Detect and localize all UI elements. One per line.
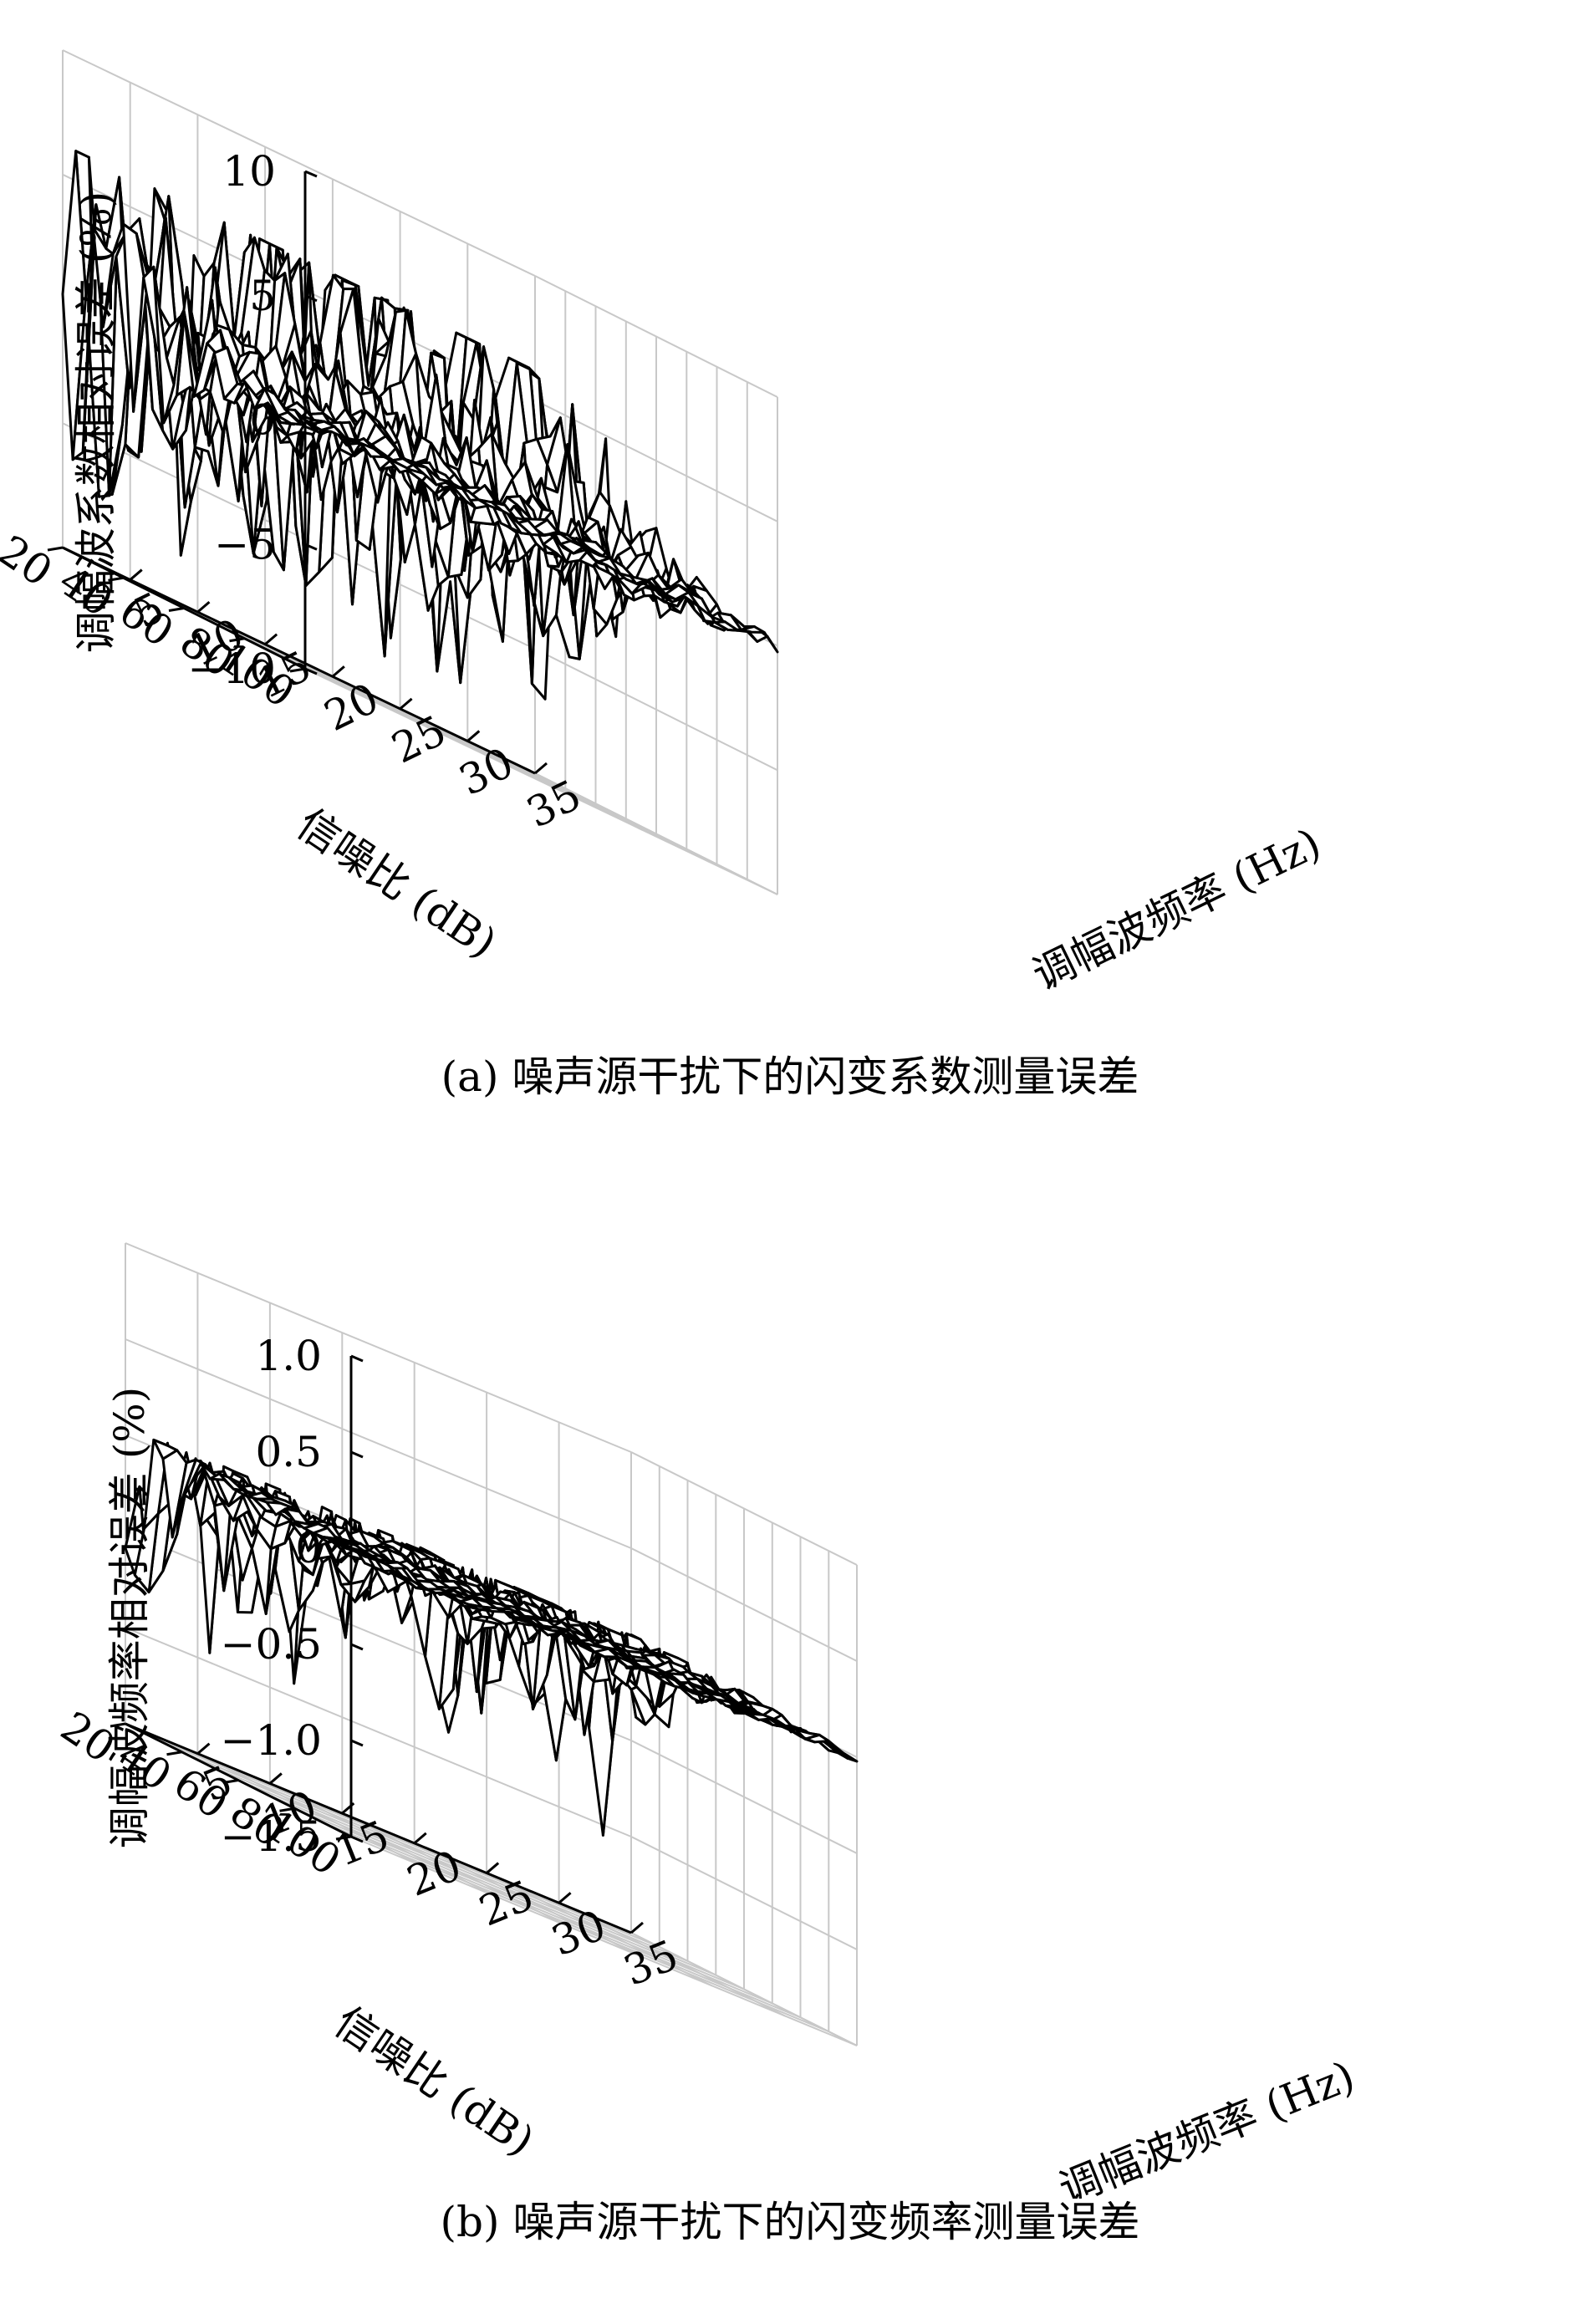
y-tick-mark [166, 1751, 182, 1756]
z-tick-label: 0 [295, 1524, 322, 1572]
floor-grid-line [294, 1807, 801, 2019]
z-tick-mark [304, 294, 318, 303]
x-axis-title: 调幅波频率 (Hz) [1052, 2051, 1361, 2199]
x-tick-mark [264, 633, 278, 645]
z-tick-label: −1.0 [221, 1716, 322, 1765]
panel-b: 1.0 0.5 0 −0.5 −1.0 −1.5 100 80 60 40 20 5 10 15 20 25 3… [0, 1162, 1580, 2324]
x-tick-mark [466, 730, 481, 742]
x-tick-label: 25 [385, 706, 454, 773]
floor-grid-line [322, 1822, 829, 2033]
floor-grid-line [304, 668, 778, 895]
x-tick-label: 30 [452, 738, 522, 805]
wall-grid-line [534, 648, 778, 772]
y-tick-mark [229, 637, 245, 643]
z-tick-mark [350, 1739, 364, 1747]
z-tick-mark [350, 1835, 364, 1843]
floor-grid-line [153, 1736, 660, 1948]
surface-cell [293, 409, 320, 434]
x-tick-mark [331, 665, 345, 678]
caption-b: (b) 噪声源干扰下的闪变频率测量误差 [440, 2198, 1140, 2246]
y-axis-title: 信噪比 (dB) [326, 1997, 543, 2165]
x-tick-mark [196, 1742, 211, 1755]
wall-grid-line [630, 1547, 858, 1662]
y-tick-mark [222, 1779, 239, 1784]
x-tick-mark [486, 1862, 500, 1874]
x-axis-title: 调幅波频率 (Hz) [1025, 818, 1328, 999]
x-tick-label: 20 [317, 674, 386, 741]
x-axis-line [125, 1722, 632, 1934]
z-tick-mark [350, 1547, 364, 1555]
x-tick-mark [129, 568, 143, 581]
z-tick-label: 10 [222, 147, 276, 196]
surface-cell [340, 1540, 367, 1553]
x-tick-mark [196, 601, 211, 614]
y-tick-mark [335, 1835, 352, 1841]
y-tick-mark [47, 546, 64, 552]
wall-grid-line [534, 399, 778, 522]
surface-mesh [61, 150, 779, 701]
x-tick-mark [558, 1892, 572, 1904]
x-tick-mark [413, 1832, 427, 1844]
surface-mesh [124, 1438, 859, 1837]
wall-grid-line [630, 1932, 858, 2046]
floor-grid-line [237, 1779, 745, 1990]
z-axis-title: 调幅波系数相对误差 (%) [72, 191, 120, 653]
x-tick-mark [399, 697, 413, 710]
wall-grid-line [534, 772, 778, 895]
floor-grid-line [209, 1765, 716, 1976]
z-tick-label: −5 [214, 520, 276, 568]
z-tick-mark [350, 1354, 364, 1363]
y-tick-mark [108, 576, 124, 582]
z-tick-mark [304, 419, 318, 426]
wall-grid-line [534, 275, 778, 398]
z-tick-mark [304, 170, 318, 178]
z-tick-label: 0.5 [255, 1428, 322, 1476]
z-tick-label: −0.5 [221, 1620, 322, 1669]
z-tick-mark [304, 543, 318, 551]
wall-grid-line [125, 1627, 632, 1837]
wall-grid-line [630, 1836, 858, 1950]
wall-grid-line [630, 1740, 858, 1854]
z-axis-title: 调幅波频率相对误差 (%) [105, 1387, 154, 1848]
x-tick-label: 35 [519, 771, 589, 838]
z-tick-label: 5 [249, 272, 276, 320]
x-tick-mark [534, 762, 548, 775]
y-tick-label: 20 [0, 526, 61, 596]
y-axis-title: 信噪比 (dB) [288, 799, 505, 967]
x-axis-line [62, 546, 536, 775]
wall-grid-line [125, 1338, 632, 1549]
wall-grid-line [630, 1451, 858, 1566]
x-tick-mark [341, 1802, 355, 1815]
y-tick-mark [168, 607, 185, 612]
z-tick-label: −10 [187, 645, 276, 693]
panel-a: 10 5 0 −5 −10 100 80 60 40 20 5 10 15 20 25 30 35 调幅波系数相对… [0, 49, 1328, 1101]
z-tick-label: 1.0 [255, 1332, 322, 1380]
x-tick-mark [268, 1772, 283, 1785]
z-tick-mark [350, 1450, 364, 1459]
wall-grid-line [125, 1242, 632, 1453]
z-tick-label: −1.5 [221, 1812, 322, 1861]
y-tick-mark [110, 1722, 126, 1728]
z-tick-mark [304, 667, 318, 675]
wall-grid-line [62, 49, 536, 277]
y-tick-mark [289, 667, 306, 673]
floor-grid-line [350, 1836, 858, 2046]
z-tick-label: 0 [249, 396, 276, 445]
caption-a: (a) 噪声源干扰下的闪变系数测量误差 [441, 1052, 1139, 1101]
x-tick-mark [630, 1921, 644, 1934]
z-tick-mark [350, 1643, 364, 1651]
floor-grid-line [181, 1751, 688, 1962]
y-tick-mark [279, 1807, 295, 1812]
